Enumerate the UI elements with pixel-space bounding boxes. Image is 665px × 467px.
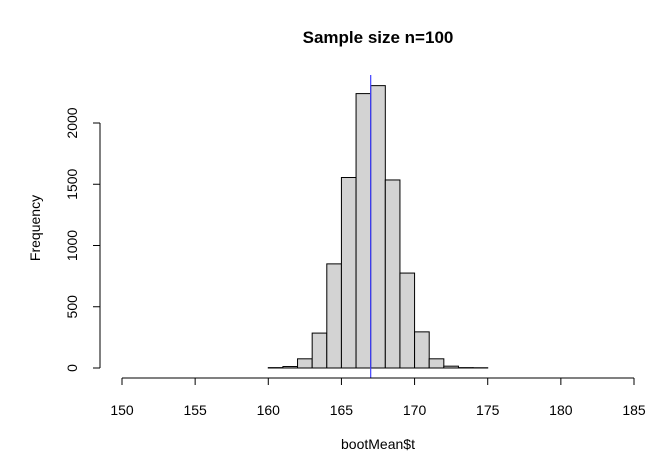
y-tick-label-0: 0 — [64, 364, 80, 372]
x-tick-label-2: 160 — [257, 402, 281, 418]
x-tick-label-4: 170 — [403, 402, 427, 418]
x-tick-label-6: 180 — [549, 402, 573, 418]
histogram-bar-7 — [370, 85, 386, 369]
x-tick-label-0: 150 — [110, 402, 134, 418]
histogram-bar-9 — [399, 272, 416, 369]
histogram-bar-5 — [340, 177, 357, 369]
x-axis: 150 155 160 165 170 175 180 185 — [110, 377, 646, 418]
histogram-bar-8 — [384, 179, 401, 369]
x-tick-label-1: 155 — [183, 402, 207, 418]
histogram-bar-11 — [428, 358, 445, 369]
x-tick-label-3: 165 — [330, 402, 354, 418]
histogram-bar-2 — [297, 358, 313, 369]
y-tick-label-1: 500 — [64, 295, 80, 319]
histogram-bar-1 — [282, 366, 299, 369]
x-tick-label-5: 175 — [476, 402, 500, 418]
histogram-bar-12 — [443, 365, 459, 369]
histogram-bar-3 — [311, 332, 328, 369]
histogram-bar-10 — [414, 331, 430, 369]
chart-title: Sample size n=100 — [303, 28, 454, 47]
y-tick-label-3: 1500 — [64, 168, 80, 199]
histogram-bar-4 — [326, 263, 342, 369]
histogram-bar-6 — [355, 93, 372, 369]
x-tick-label-7: 185 — [622, 402, 646, 418]
x-axis-label: bootMean$t — [341, 436, 415, 452]
y-axis: 0 500 1000 1500 2000 — [64, 107, 101, 372]
histogram-bars — [267, 85, 489, 369]
y-tick-label-2: 1000 — [64, 230, 80, 261]
y-tick-label-4: 2000 — [64, 107, 80, 138]
y-axis-label: Frequency — [27, 195, 43, 261]
